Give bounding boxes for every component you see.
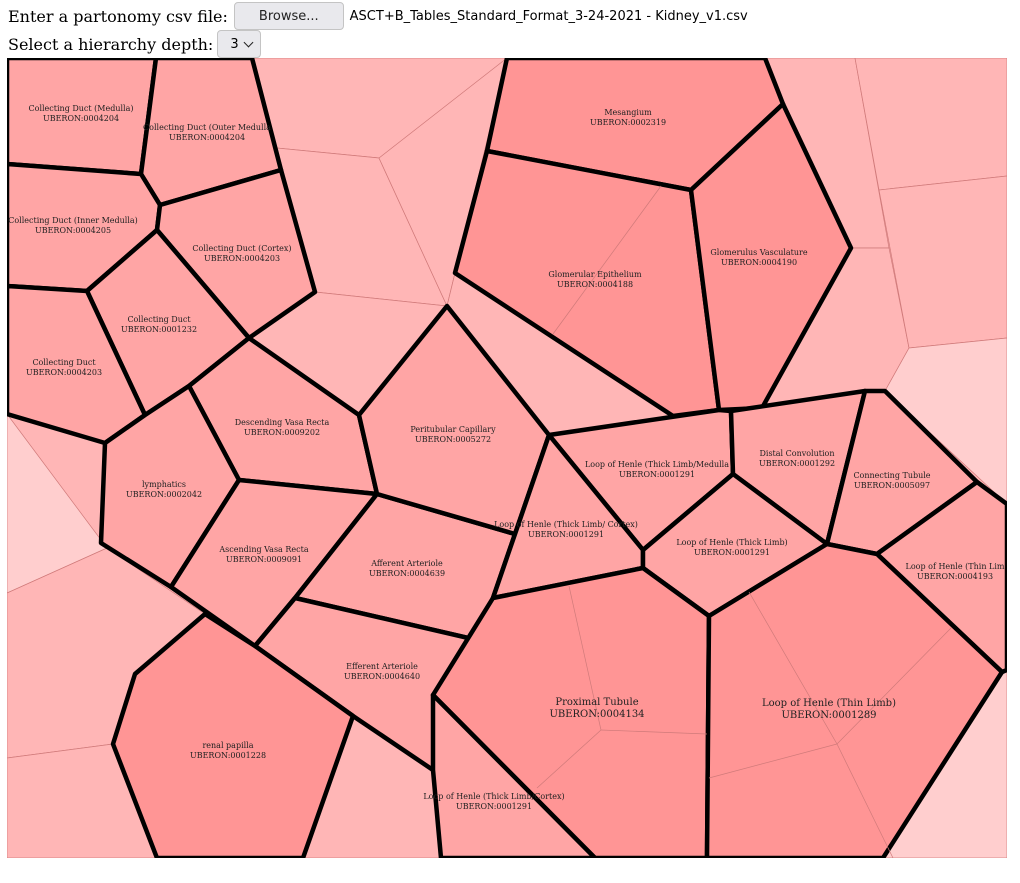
cell-label-id: UBERON:0001292 bbox=[759, 459, 835, 468]
cell-label-name: Collecting Duct (Medulla) bbox=[29, 104, 134, 113]
bg-cell bbox=[854, 58, 1007, 191]
bg-cell bbox=[878, 175, 1007, 349]
cell-label-id: UBERON:0005097 bbox=[854, 481, 930, 490]
cell-label-id: UBERON:0004193 bbox=[917, 572, 993, 581]
cell-label-id: UBERON:0004640 bbox=[344, 672, 420, 681]
cell-label-name: Descending Vasa Recta bbox=[235, 418, 330, 427]
voronoi-treemap: Collecting Duct (Medulla) UBERON:0004204… bbox=[7, 58, 1007, 858]
cell-label-id: UBERON:0002042 bbox=[126, 490, 202, 499]
cell-label-id: UBERON:0004203 bbox=[26, 368, 102, 377]
cell-label-name: Ascending Vasa Recta bbox=[218, 545, 308, 554]
cell-label-id: UBERON:0001291 bbox=[456, 802, 532, 811]
cell-label-id: UBERON:0004204 bbox=[43, 114, 119, 123]
cell-label-name: Loop of Henle (Thick Limb/Medulla bbox=[585, 460, 729, 469]
cell-label-name: Loop of Henle (Thick Limb/Cortex) bbox=[423, 792, 564, 801]
cell-label-name: Collecting Duct (Outer Medulla bbox=[143, 123, 271, 132]
cell-label-id: UBERON:0001232 bbox=[121, 325, 197, 334]
bg-cell bbox=[884, 337, 1007, 505]
browse-button[interactable]: Browse... bbox=[233, 2, 344, 30]
cell-label-id: UBERON:0004639 bbox=[369, 569, 445, 578]
depth-select-row: Select a hierarchy depth: 3 bbox=[8, 30, 261, 58]
cell-label-id: UBERON:0004134 bbox=[549, 709, 644, 720]
cell-label-name: Collecting Duct bbox=[127, 315, 191, 324]
subcell-line bbox=[600, 729, 708, 735]
subcell-lines bbox=[536, 185, 952, 858]
cell-label-name: Connecting Tubule bbox=[853, 471, 930, 480]
cell-label-id: UBERON:0005272 bbox=[415, 435, 491, 444]
background-cells bbox=[7, 58, 1007, 858]
cell-collecting-duct-cortex[interactable] bbox=[154, 167, 318, 341]
cell-label-id: UBERON:0001291 bbox=[619, 470, 695, 479]
cell-label-name: Efferent Arteriole bbox=[346, 662, 418, 671]
cell-label-name: Loop of Henle (Thick Limb/ Cortex) bbox=[494, 520, 638, 529]
cell-label-id: UBERON:0002319 bbox=[590, 118, 666, 127]
subcell-line bbox=[836, 627, 952, 745]
cell-efferent-arteriole[interactable] bbox=[252, 595, 480, 773]
cell-label-id: UBERON:0001291 bbox=[528, 530, 604, 539]
subcell-line bbox=[836, 743, 894, 858]
cell-labels: Collecting Duct (Medulla) UBERON:0004204… bbox=[8, 104, 1005, 811]
subcell-line bbox=[552, 185, 662, 335]
labeled-cells bbox=[7, 58, 1007, 858]
cell-label-id: UBERON:0001228 bbox=[190, 751, 266, 760]
cell-glomerulus-vasculature[interactable] bbox=[688, 101, 854, 413]
cell-label-name: Collecting Duct (Inner Medulla) bbox=[8, 216, 138, 225]
depth-select-label: Select a hierarchy depth: bbox=[8, 34, 214, 54]
cell-label-name: Proximal Tubule bbox=[555, 697, 638, 708]
bg-cell bbox=[7, 743, 158, 858]
cell-label-id: UBERON:0009202 bbox=[244, 428, 320, 437]
cell-label-id: UBERON:0004203 bbox=[204, 254, 280, 263]
chevron-down-icon bbox=[243, 37, 254, 47]
cell-label-name: Glomerulus Vasculature bbox=[710, 248, 807, 257]
cell-label-name: Collecting Duct (Cortex) bbox=[192, 244, 291, 253]
cell-label-name: Loop of Henle (Thin Limb) bbox=[762, 698, 896, 709]
cell-label-name: Peritubular Capillary bbox=[410, 425, 496, 434]
cell-label-id: UBERON:0001291 bbox=[694, 548, 770, 557]
selected-file-name: ASCT+B_Tables_Standard_Format_3-24-2021 … bbox=[349, 8, 748, 24]
cell-label-id: UBERON:0004190 bbox=[721, 258, 797, 267]
depth-select-value: 3 bbox=[230, 36, 239, 52]
cell-label-name: Loop of Henle (Thin Lim bbox=[906, 562, 1005, 571]
file-input-label: Enter a partonomy csv file: bbox=[8, 6, 228, 26]
cell-loop-of-henle-thin-limb[interactable] bbox=[704, 541, 1005, 858]
cell-label-id: UBERON:0004204 bbox=[169, 133, 245, 142]
cell-label-name: Mesangium bbox=[604, 108, 652, 117]
cell-label-name: Collecting Duct bbox=[32, 358, 96, 367]
cell-label-id: UBERON:0009091 bbox=[226, 555, 302, 564]
cell-label-name: renal papilla bbox=[202, 741, 253, 750]
cell-label-name: Loop of Henle (Thick Limb) bbox=[676, 538, 787, 547]
cell-label-name: Afferent Arteriole bbox=[370, 559, 443, 568]
cell-loop-of-henle-thick-limb-cortex-2[interactable] bbox=[430, 692, 598, 858]
cell-label-name: lymphatics bbox=[142, 480, 186, 489]
file-input-row: Enter a partonomy csv file: Browse... AS… bbox=[8, 2, 748, 30]
depth-select[interactable]: 3 bbox=[217, 30, 261, 58]
cell-label-id: UBERON:0004205 bbox=[35, 226, 111, 235]
cell-label-id: UBERON:0004188 bbox=[557, 280, 633, 289]
cell-label-name: Distal Convolution bbox=[759, 449, 834, 458]
cell-label-name: Glomerular Epithelium bbox=[548, 270, 642, 279]
cell-label-id: UBERON:0001289 bbox=[781, 710, 876, 721]
cell-renal-papilla[interactable] bbox=[110, 611, 356, 858]
